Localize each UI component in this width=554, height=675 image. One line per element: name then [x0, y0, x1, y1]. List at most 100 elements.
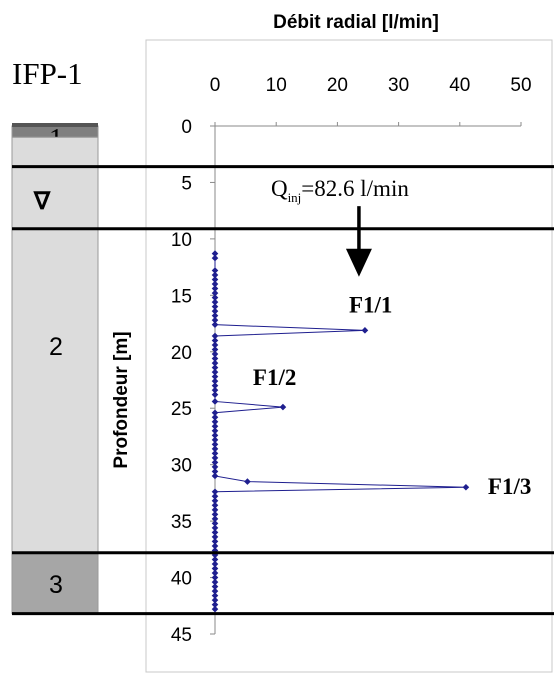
data-point [211, 468, 219, 475]
data-point [211, 382, 219, 389]
well-layer-2 [11, 136, 99, 554]
y-tick-label: 25 [171, 399, 192, 420]
data-point [211, 303, 219, 310]
y-tick-label: 5 [181, 173, 192, 194]
well-layer-label: 3 [49, 571, 63, 599]
data-point [211, 398, 219, 405]
data-point [211, 538, 219, 545]
data-point [211, 341, 219, 349]
fracture-annotations: F1/1 F1/2 F1/3 [253, 292, 531, 499]
data-point [211, 592, 219, 599]
well-cap [12, 123, 98, 127]
injection-label: Qinj=82.6 l/min [271, 176, 409, 205]
well-name: IFP-1 [12, 56, 83, 91]
data-point [211, 587, 219, 595]
data-point [211, 373, 219, 380]
data-point [211, 413, 219, 421]
data-point [211, 307, 219, 315]
data-point [211, 515, 219, 523]
well-layer-label: 2 [49, 333, 63, 361]
y-tick-label: 35 [171, 512, 192, 533]
x-tick-label: 20 [327, 75, 348, 96]
injection-annotation: Qinj=82.6 l/min [271, 176, 409, 277]
y-tick-label: 0 [181, 117, 192, 138]
data-point [211, 250, 219, 257]
data-point [211, 551, 219, 559]
water-table-icon: ∇ [33, 188, 51, 215]
data-point [211, 364, 219, 371]
data-point [211, 432, 219, 439]
data-point [211, 418, 219, 426]
x-tick-label: 10 [266, 75, 287, 96]
data-point [211, 565, 219, 572]
data-point [211, 321, 219, 328]
data-point [462, 483, 470, 491]
data-point [211, 450, 219, 457]
data-point [211, 605, 219, 613]
fracture-label: F1/3 [488, 474, 531, 499]
data-point [211, 454, 219, 462]
plot-frame [145, 39, 553, 673]
injection-label-sub: inj [288, 190, 302, 205]
data-point [244, 478, 251, 485]
chart-title: Débit radial [l/min] [273, 12, 439, 33]
data-point [211, 529, 219, 536]
data-point [211, 350, 219, 358]
y-tick-label: 30 [171, 456, 192, 477]
fracture-label: F1/2 [253, 365, 296, 390]
data-point [211, 346, 219, 353]
injection-label-q: Q [271, 176, 288, 201]
data-point [211, 569, 219, 577]
y-tick-label: 20 [171, 343, 192, 364]
data-point [211, 377, 219, 385]
y-tick-label: 15 [171, 286, 192, 307]
y-axis-label: Profondeur [m] [111, 331, 132, 468]
data-point [211, 459, 219, 466]
data-point [211, 280, 219, 288]
data-point [211, 427, 219, 435]
data-point [211, 583, 219, 590]
fracture-label: F1/1 [349, 292, 392, 317]
data-point [211, 368, 219, 376]
injection-arrow-head [345, 248, 372, 277]
data-point [211, 497, 219, 505]
y-tick-label: 10 [171, 230, 192, 251]
data-point [211, 332, 219, 340]
data-point [361, 327, 369, 334]
data-point [211, 560, 219, 568]
data-point [279, 403, 287, 411]
data-point [211, 254, 219, 262]
data-point [211, 337, 219, 344]
data-point [211, 463, 219, 471]
data-point [211, 359, 219, 367]
data-point [211, 271, 219, 279]
data-point [211, 436, 219, 444]
injection-label-rate: =82.6 l/min [301, 176, 409, 201]
data-point [211, 578, 219, 586]
data-point [211, 285, 219, 292]
x-tick-label: 40 [449, 75, 470, 96]
data-point [211, 574, 219, 581]
well-column: 123 [11, 123, 99, 615]
x-tick-label: 30 [388, 75, 409, 96]
data-point [211, 316, 219, 324]
y-tick-label: 45 [171, 625, 192, 646]
x-tick-label: 0 [210, 75, 221, 96]
data-point [211, 312, 219, 319]
data-point [211, 520, 219, 527]
data-point [211, 445, 219, 453]
layer-boundaries [12, 165, 554, 616]
data-point [211, 294, 219, 301]
data-point [211, 391, 219, 398]
data-point [211, 422, 219, 430]
data-point [211, 298, 219, 306]
data-point [211, 386, 219, 394]
y-tick-label: 40 [171, 569, 192, 590]
data-point [211, 556, 219, 563]
data-point [211, 506, 219, 514]
data-point [211, 409, 219, 417]
data-point [211, 267, 219, 274]
data-point [211, 488, 219, 496]
data-point [211, 596, 219, 604]
